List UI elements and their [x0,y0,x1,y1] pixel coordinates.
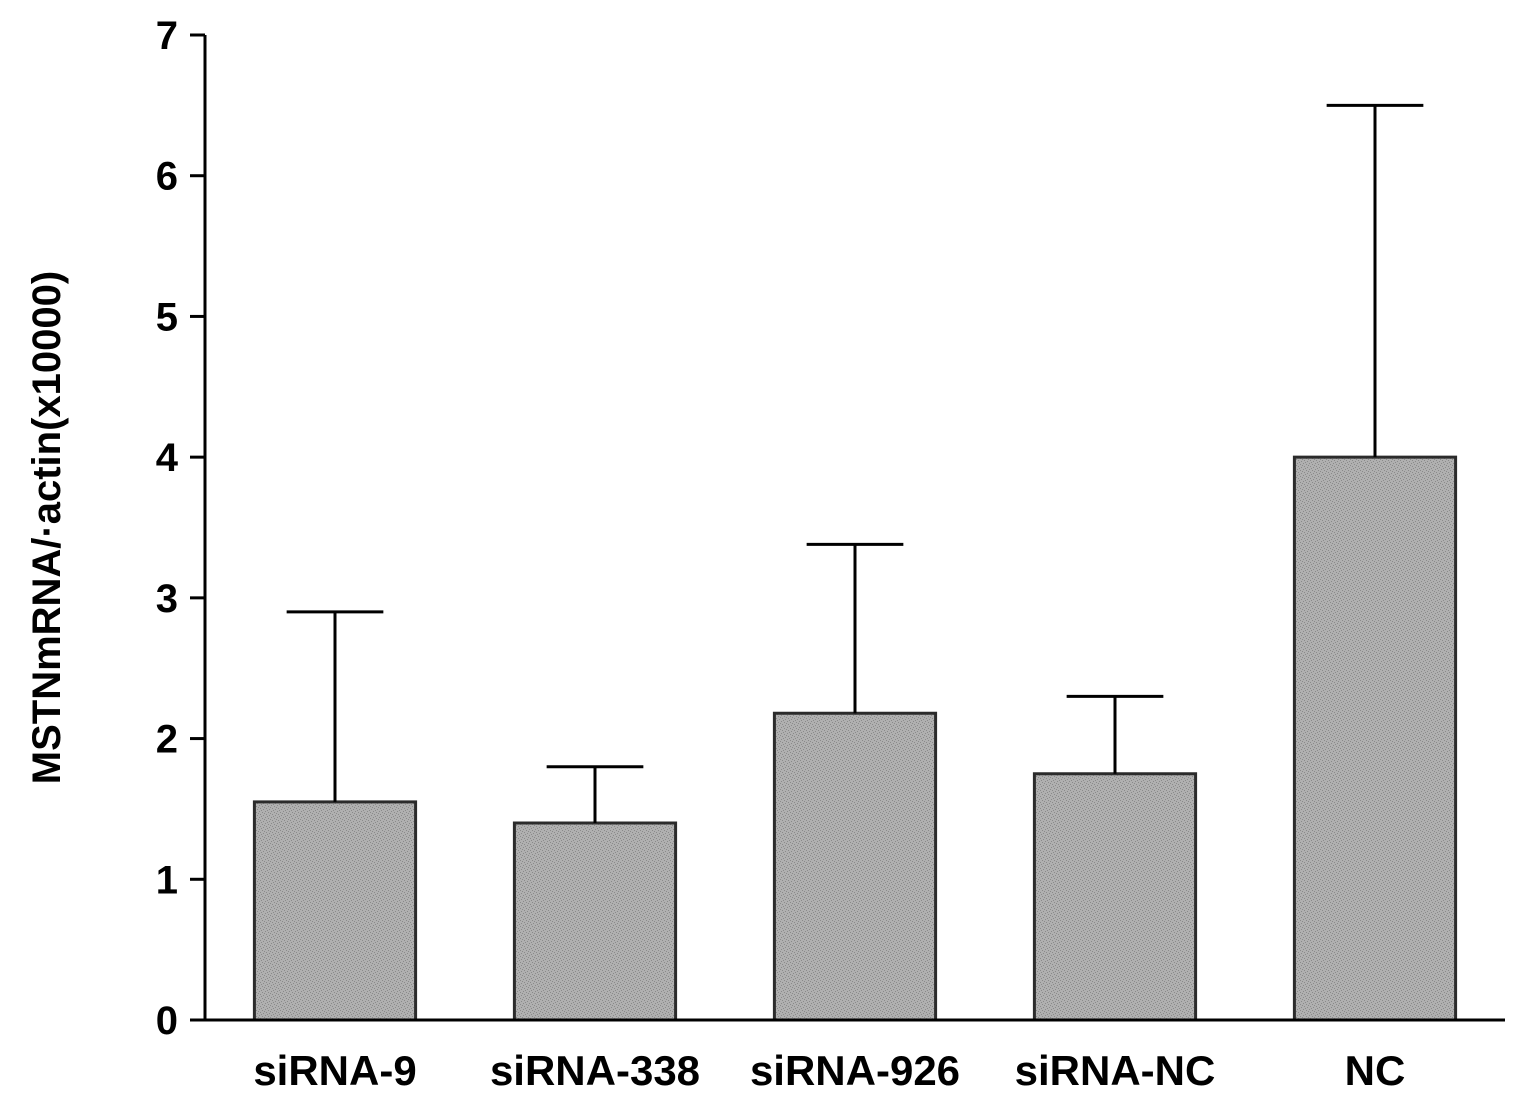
y-tick-label: 0 [156,999,178,1043]
y-tick-label: 3 [156,577,178,621]
bar [774,713,935,1020]
bar [1294,457,1455,1020]
bar-chart: siRNA-9 siRNA-338 siRNA-926 siRNA-NC NC 0 1 2 3 4… [0,0,1527,1111]
y-tick-label: 4 [156,436,179,480]
y-tick-label: 1 [156,858,178,902]
x-category-label: NC [1345,1047,1406,1094]
bar [514,823,675,1020]
bar [254,802,415,1020]
y-tick-label: 2 [156,718,178,762]
y-tick-label: 6 [156,155,178,199]
y-tick-label: 7 [156,14,178,58]
x-category-label: siRNA-9 [253,1047,416,1094]
bar [1034,774,1195,1020]
y-tick-label: 5 [156,295,178,339]
x-category-label: siRNA-NC [1015,1047,1216,1094]
x-category-label: siRNA-926 [750,1047,960,1094]
y-axis-label: MSTNmRNA/·actin(x10000) [25,271,69,784]
x-category-label: siRNA-338 [490,1047,700,1094]
chart-svg: siRNA-9 siRNA-338 siRNA-926 siRNA-NC NC 0 1 2 3 4… [0,0,1527,1111]
